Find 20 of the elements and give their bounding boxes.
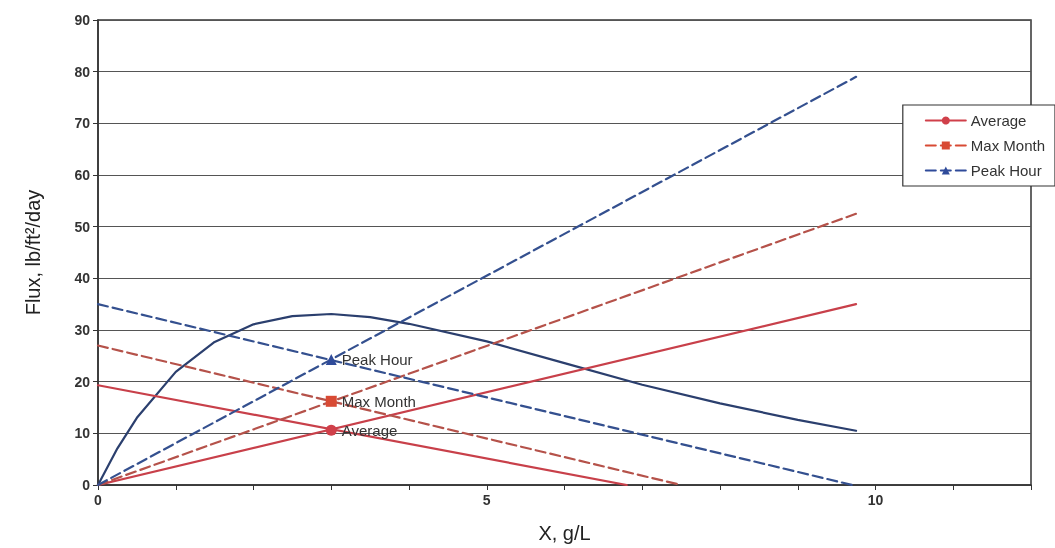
y-tick-label: 50 (74, 218, 91, 235)
legend-label: Peak Hour (970, 162, 1042, 179)
y-tick-label: 30 (74, 322, 91, 338)
y-tick-label: 90 (74, 12, 91, 28)
x-tick-label: 10 (867, 492, 884, 508)
y-tick-label: 70 (74, 115, 91, 132)
y-tick-label: 20 (74, 373, 91, 390)
x-tick-label: 0 (94, 492, 103, 508)
legend-label: Average (970, 112, 1027, 129)
y-axis-title: Flux, lb/ft²/day (22, 189, 44, 316)
y-tick-label: 10 (74, 425, 91, 442)
legend-label: Max Month (970, 137, 1046, 154)
x-axis-title: X, g/L (538, 522, 591, 544)
text: Peak Hour (341, 350, 413, 368)
text: Max Month (341, 392, 416, 410)
y-tick-label: 40 (74, 270, 91, 287)
x-tick-label: 5 (482, 492, 491, 508)
y-tick-label: 80 (74, 63, 91, 80)
y-tick-label: 60 (74, 167, 91, 183)
y-tick-label: 0 (82, 477, 91, 493)
